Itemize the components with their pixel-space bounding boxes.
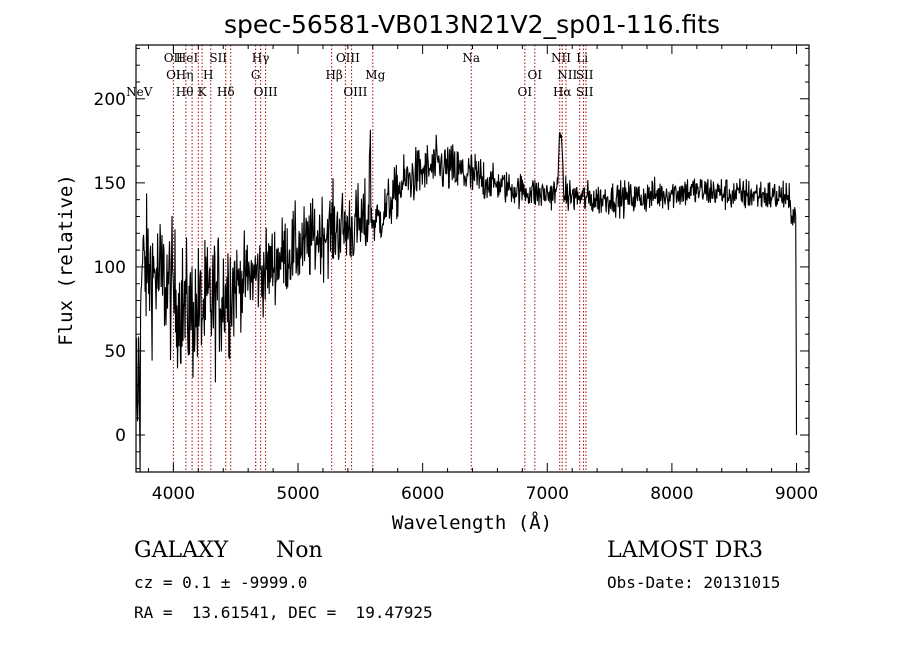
spectral-line-label: SII — [576, 68, 594, 82]
spectral-line-markers — [172, 45, 587, 472]
redshift-value: cz = 0.1 ± -9999.0 — [134, 573, 308, 592]
spectral-line-labels: NeVOIIOIHeHηHθIHKSIIHδHγGOIIIOIIIHβOIIIM… — [126, 51, 594, 99]
spectral-line-label: NII — [557, 68, 577, 82]
y-tick-label: 0 — [115, 426, 126, 446]
y-axis-ticks: 0 50 100 150 200 — [94, 47, 809, 470]
y-tick-label: 150 — [94, 174, 126, 194]
object-subclass: Non — [276, 538, 323, 563]
x-tick-label: 4000 — [152, 484, 195, 504]
y-tick-label: 100 — [94, 258, 126, 278]
spectral-line-label: H — [203, 68, 213, 82]
spectral-line-label: Hθ — [176, 85, 194, 99]
spectrum-line — [136, 129, 798, 473]
chart-title: spec-56581-VB013N21V2_sp01-116.fits — [224, 10, 720, 39]
spectral-line-label: Hα — [553, 85, 572, 99]
observation-date: Obs-Date: 20131015 — [607, 573, 781, 592]
spectral-line-label: Li — [576, 51, 588, 65]
spectral-line-label: OII — [164, 51, 184, 65]
x-tick-label: 9000 — [775, 484, 818, 504]
y-tick-label: 50 — [104, 342, 126, 362]
x-tick-label: 6000 — [401, 484, 444, 504]
spectral-line-label: OI — [518, 85, 533, 99]
spectral-line-label: Mg — [365, 68, 385, 82]
spectral-line-label: He — [176, 51, 194, 65]
survey-name: LAMOST DR3 — [607, 538, 763, 563]
x-tick-label: 8000 — [650, 484, 693, 504]
x-tick-label: 5000 — [276, 484, 319, 504]
spectral-line-label: OI — [528, 68, 543, 82]
coordinates: RA = 13.61541, DEC = 19.47925 — [134, 603, 433, 622]
spectral-line-label: OIII — [343, 85, 367, 99]
spectral-line-label: K — [198, 85, 208, 99]
spectral-line-label: OI — [166, 68, 181, 82]
x-axis-label: Wavelength (Å) — [392, 511, 552, 534]
spectral-line-label: Hη — [176, 68, 194, 82]
y-axis-label: Flux (relative) — [55, 174, 77, 346]
spectral-line-label: Hδ — [217, 85, 235, 99]
spectral-line-label: OIII — [336, 51, 360, 65]
spectral-line-label: SII — [576, 85, 594, 99]
x-axis-ticks: 4000 5000 6000 7000 8000 9000 — [147, 45, 818, 504]
object-class: GALAXY — [134, 538, 229, 563]
x-tick-label: 7000 — [526, 484, 569, 504]
spectral-line-label: Hβ — [325, 68, 342, 82]
spectral-line-label: NeV — [126, 85, 153, 99]
spectral-line-label: Hγ — [252, 51, 270, 65]
spectral-line-label: I — [193, 51, 198, 65]
spectral-line-label: NII — [551, 51, 571, 65]
spectral-line-label: OIII — [254, 85, 278, 99]
spectral-line-label: G — [251, 68, 261, 82]
spectral-line-label: Na — [462, 51, 480, 65]
spectral-line-label: SII — [209, 51, 227, 65]
y-tick-label: 200 — [94, 90, 126, 110]
